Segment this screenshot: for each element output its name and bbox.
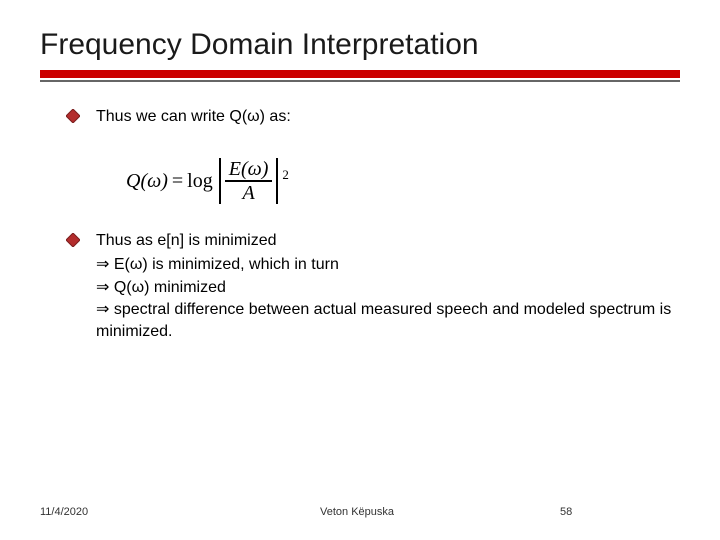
footer-page: 58: [560, 506, 680, 518]
diamond-bullet-icon: [66, 233, 80, 247]
subline: ⇒ Q(ω) minimized: [96, 277, 680, 299]
formula-denominator: A: [238, 182, 258, 204]
slide: Frequency Domain Interpretation Thus we …: [0, 0, 720, 540]
footer-date: 11/4/2020: [40, 506, 280, 518]
content-area: Thus we can write Q(ω) as: Q(ω) = log E(…: [40, 106, 680, 344]
formula-lhs: Q(ω): [126, 170, 168, 193]
bullet-text: Thus as e[n] is minimized: [96, 232, 277, 249]
slide-title: Frequency Domain Interpretation: [40, 28, 680, 62]
subline: ⇒ E(ω) is minimized, which in turn: [96, 254, 680, 276]
footer: 11/4/2020 Veton Këpuska 58: [40, 506, 680, 518]
rule-gray: [40, 80, 680, 82]
bullet-item: Thus we can write Q(ω) as:: [66, 106, 680, 128]
formula-numerator: E(ω): [225, 158, 273, 180]
abs-bar-right: [276, 158, 278, 204]
subline: ⇒ spectral difference between actual mea…: [96, 299, 680, 344]
bullet-sublines: ⇒ E(ω) is minimized, which in turn ⇒ Q(ω…: [96, 254, 680, 344]
formula-exponent: 2: [282, 167, 289, 183]
footer-author: Veton Këpuska: [280, 506, 560, 518]
rule-red: [40, 70, 680, 78]
diamond-bullet-icon: [66, 109, 80, 123]
title-rule: [40, 70, 680, 82]
formula-fraction: E(ω) A: [225, 158, 273, 204]
formula-abs: E(ω) A: [217, 158, 281, 204]
bullet-text: Thus we can write Q(ω) as:: [96, 108, 291, 125]
bullet-item: Thus as e[n] is minimized ⇒ E(ω) is mini…: [66, 230, 680, 344]
abs-bar-left: [219, 158, 221, 204]
formula: Q(ω) = log E(ω) A 2: [126, 158, 680, 204]
